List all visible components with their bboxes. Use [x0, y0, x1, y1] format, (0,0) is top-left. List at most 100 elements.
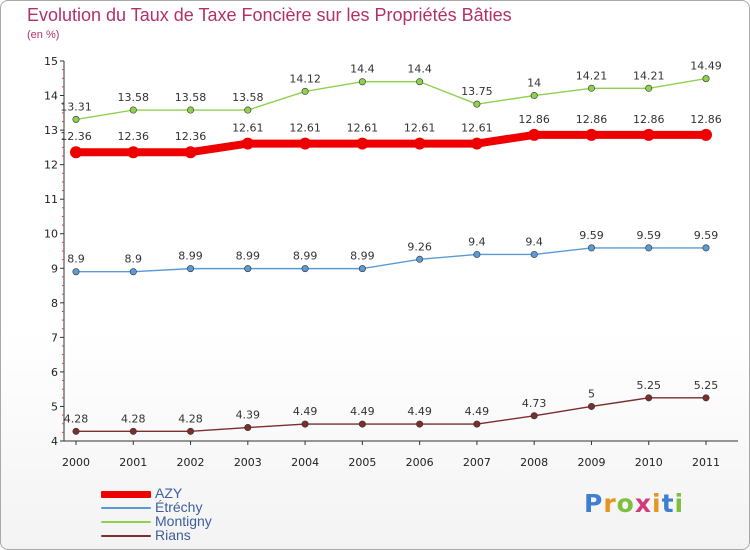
unit-label: (en %)	[27, 29, 60, 41]
x-tick-label: 2009	[577, 456, 605, 469]
data-label: 12.86	[690, 113, 722, 126]
data-label: 14.4	[407, 63, 432, 76]
legend-label: Étréchy	[155, 499, 203, 515]
data-point	[587, 402, 595, 410]
data-label: 14.49	[690, 60, 722, 73]
data-label: 12.86	[518, 113, 550, 126]
data-point	[187, 427, 195, 435]
legend-label: Rians	[155, 527, 191, 543]
x-tick-label: 2007	[463, 456, 491, 469]
legend-swatch	[101, 521, 151, 523]
data-label: 4.28	[178, 412, 203, 425]
data-point	[187, 106, 195, 114]
x-tick-label: 2005	[348, 456, 376, 469]
axes: 4 5 6 7 8 9 10 11 12 13 14 15 2000 2001 2002 2003 2004 20…	[44, 55, 738, 469]
y-tick-label: 15	[44, 55, 58, 68]
series-line	[76, 130, 706, 157]
data-point	[702, 244, 710, 252]
data-point	[72, 115, 80, 123]
data-point	[530, 412, 538, 420]
data-point	[413, 137, 426, 150]
data-point	[473, 100, 481, 108]
data-point	[700, 128, 712, 141]
data-point	[299, 137, 312, 150]
y-tick-label: 4	[51, 435, 58, 448]
data-point	[473, 250, 481, 258]
series-line	[76, 247, 706, 273]
proxiti-logo: Proxiti	[584, 489, 684, 518]
legend-swatch	[101, 491, 151, 498]
y-tick-label: 13	[44, 124, 58, 137]
data-point	[645, 244, 653, 252]
data-point	[587, 244, 595, 252]
data-point	[129, 106, 137, 114]
data-point	[470, 137, 483, 150]
x-tick-label: 2010	[635, 456, 663, 469]
data-point	[184, 146, 197, 159]
data-label: 14	[527, 77, 541, 90]
logo-letter: i	[652, 489, 662, 518]
data-label: 8.99	[293, 250, 318, 263]
data-label: 14.4	[350, 63, 375, 76]
logo-letter: i	[674, 489, 685, 518]
data-label: 8.99	[236, 250, 261, 263]
data-label: 4.49	[465, 405, 490, 418]
data-point	[129, 268, 137, 276]
data-label: 13.58	[175, 91, 207, 104]
data-label: 12.61	[347, 122, 379, 135]
data-label: 8.9	[125, 253, 143, 266]
data-point	[585, 128, 598, 141]
y-tick-label: 11	[44, 193, 58, 206]
data-point	[72, 427, 80, 435]
data-label: 12.86	[633, 113, 665, 126]
data-point	[645, 84, 653, 92]
logo-letter: t	[661, 489, 675, 518]
data-label: 14.21	[633, 69, 665, 82]
data-label: 9.59	[636, 229, 661, 242]
y-tick-label: 10	[44, 228, 58, 241]
legend-label: Montigny	[155, 513, 212, 529]
data-point	[244, 106, 252, 114]
data-point	[244, 265, 252, 273]
series-étréchy: 8.9 8.9 8.99 8.99 8.99 8.99 9.26 9.4 9.4 9.59 9.59…	[67, 229, 718, 276]
y-tick-label: 12	[44, 159, 58, 172]
x-tick-label: 2002	[177, 456, 205, 469]
data-point	[530, 250, 538, 258]
data-label: 12.36	[175, 130, 207, 143]
data-label: 4.49	[407, 405, 432, 418]
data-label: 4.39	[236, 409, 261, 422]
data-point	[129, 427, 137, 435]
data-label: 4.73	[522, 397, 547, 410]
data-point	[301, 87, 309, 95]
data-label: 12.61	[404, 122, 436, 135]
legend-label: AZY	[155, 485, 183, 501]
y-tick-label: 7	[51, 331, 58, 344]
data-point	[473, 420, 481, 428]
data-point	[416, 255, 424, 263]
data-point	[70, 146, 82, 159]
series-layer: 12.36 12.36 12.36 12.61 12.61 12.61 12.61 12.61…	[60, 60, 722, 435]
data-point	[528, 128, 541, 141]
data-label: 4.28	[121, 412, 146, 425]
data-label: 14.12	[289, 72, 321, 85]
x-tick-label: 2000	[62, 456, 90, 469]
data-label: 9.26	[407, 240, 432, 253]
data-label: 4.49	[350, 405, 375, 418]
data-label: 9.4	[468, 235, 486, 248]
data-label: 4.49	[293, 405, 318, 418]
data-label: 8.99	[178, 250, 203, 263]
data-label: 13.58	[118, 91, 150, 104]
x-tick-label: 2004	[291, 456, 319, 469]
data-point	[358, 420, 366, 428]
data-label: 8.9	[67, 253, 85, 266]
data-point	[645, 394, 653, 402]
data-label: 9.4	[525, 235, 543, 248]
data-point	[301, 265, 309, 273]
data-point	[702, 394, 710, 402]
data-label: 13.75	[461, 85, 493, 98]
logo-letter: r	[603, 489, 617, 518]
series-line	[76, 397, 706, 433]
data-point	[127, 146, 140, 159]
series-montigny: 13.31 13.58 13.58 13.58 14.12 14.4 14.4 13.75 14…	[60, 60, 722, 123]
